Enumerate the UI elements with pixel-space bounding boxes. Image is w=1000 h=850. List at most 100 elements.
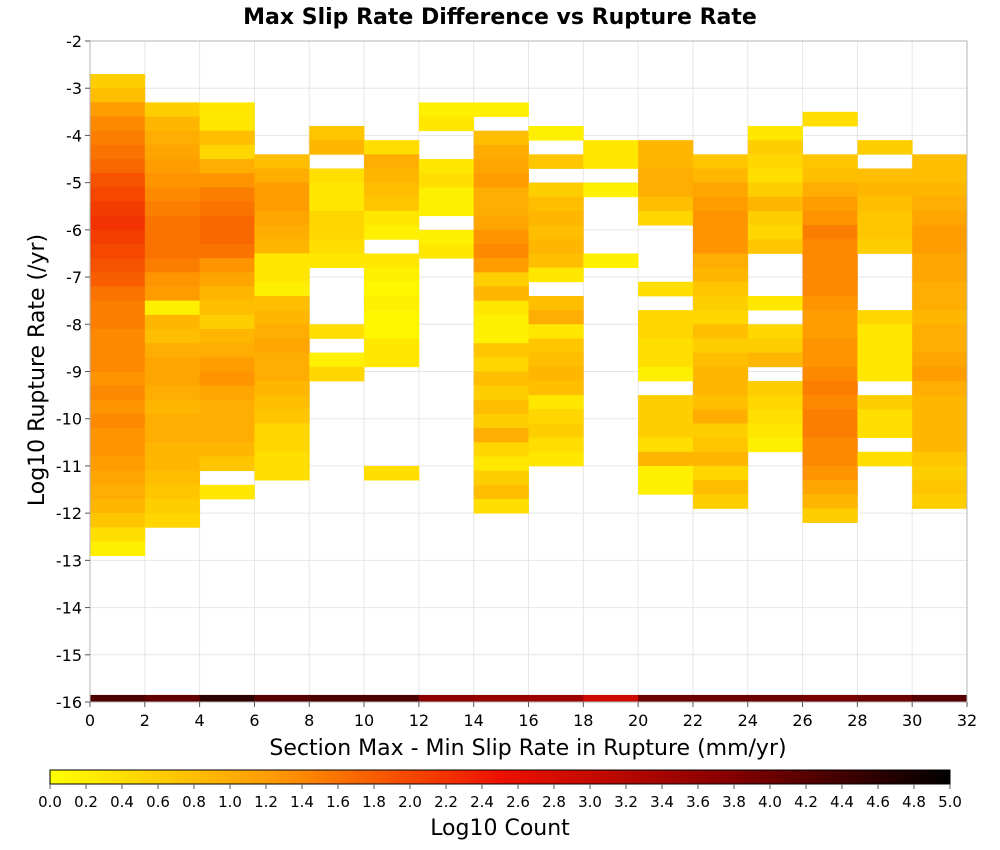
colorbar-tick-label-10: 2.0 xyxy=(398,793,422,811)
heatmap-cell-0-33 xyxy=(90,541,146,557)
heatmap-cell-12-7 xyxy=(747,225,803,240)
heatmap-cell-1-11 xyxy=(144,258,201,273)
heatmap-cell-1-29 xyxy=(144,513,201,528)
heatmap-cell-3-15 xyxy=(254,366,310,382)
heatmap-cell-0-8 xyxy=(90,187,146,202)
heatmap-cell-4-0 xyxy=(309,125,365,141)
heatmap-cell-3-18 xyxy=(254,409,310,424)
y-tick-label-12: -14 xyxy=(56,599,82,618)
heatmap-cell-0-3 xyxy=(90,116,146,132)
heatmap-cell-10-16 xyxy=(638,366,694,382)
heatmap-cell-0-24 xyxy=(90,413,146,429)
bottom-row-cell-3 xyxy=(254,694,310,702)
heatmap-cell-8-22 xyxy=(528,437,584,453)
heatmap-cell-7-23 xyxy=(473,428,529,443)
heatmap-cell-3-8 xyxy=(254,267,310,283)
x-tick-label-6: 12 xyxy=(409,711,429,730)
heatmap-cell-7-4 xyxy=(473,159,529,174)
heatmap-cell-5-23 xyxy=(364,465,420,481)
heatmap-cell-11-17 xyxy=(692,395,749,410)
heatmap-cell-15-21 xyxy=(912,451,968,467)
heatmap-cell-9-0 xyxy=(583,140,639,155)
heatmap-cell-5-14 xyxy=(364,338,420,354)
heatmap-cell-7-16 xyxy=(473,329,529,344)
heatmap-cell-14-3 xyxy=(857,182,913,198)
y-tick-label-5: -7 xyxy=(66,268,82,287)
heatmap-cell-12-2 xyxy=(747,154,803,169)
colorbar-label: Log10 Count xyxy=(430,816,570,841)
heatmap-cell-14-7 xyxy=(857,239,913,254)
heatmap-cell-4-1 xyxy=(309,140,365,155)
x-tick-label-8: 16 xyxy=(518,711,538,730)
bottom-row-cell-6 xyxy=(418,694,475,702)
x-axis-label: Section Max - Min Slip Rate in Rupture (… xyxy=(269,736,786,761)
heatmap-cell-1-2 xyxy=(144,130,201,146)
heatmap-cell-10-18 xyxy=(638,395,694,410)
heatmap-cell-4-8 xyxy=(309,239,365,254)
colorbar-tick-label-18: 3.6 xyxy=(686,793,710,811)
heatmap-cell-15-6 xyxy=(912,239,968,254)
heatmap-cell-7-13 xyxy=(473,286,529,302)
heatmap-cell-1-1 xyxy=(144,116,201,132)
heatmap-cell-12-16 xyxy=(747,352,803,368)
heatmap-cell-7-3 xyxy=(473,144,529,160)
heatmap-cell-5-9 xyxy=(364,267,420,283)
heatmap-cell-0-23 xyxy=(90,399,146,415)
heatmap-cell-2-13 xyxy=(199,286,255,302)
heatmap-cell-11-10 xyxy=(692,295,749,311)
heatmap-cell-7-9 xyxy=(473,229,529,245)
heatmap-cell-5-4 xyxy=(364,196,420,212)
heatmap-cell-2-16 xyxy=(199,329,255,344)
heatmap-cell-13-16 xyxy=(802,338,858,354)
heatmap-cell-1-0 xyxy=(144,102,201,117)
colorbar-tick-label-24: 4.8 xyxy=(902,793,926,811)
bottom-row-cell-2 xyxy=(199,694,255,702)
heatmap-cell-6-1 xyxy=(418,116,475,132)
heatmap-cell-5-2 xyxy=(364,168,420,184)
colorbar-tick-label-5: 1.0 xyxy=(218,793,242,811)
heatmap-cell-14-14 xyxy=(857,338,913,354)
y-tick-label-9: -11 xyxy=(56,457,82,476)
heatmap-cell-0-20 xyxy=(90,357,146,372)
bottom-row-cell-8 xyxy=(528,694,584,702)
heatmap-cell-8-7 xyxy=(528,225,584,240)
heatmap-cell-0-26 xyxy=(90,442,146,457)
heatmap-cell-2-25 xyxy=(199,456,255,472)
heatmap-cell-13-10 xyxy=(802,253,858,269)
y-tick-label-6: -8 xyxy=(66,315,82,334)
heatmap-cell-14-12 xyxy=(857,310,913,325)
heatmap-cell-14-16 xyxy=(857,366,913,382)
heatmap-cell-2-5 xyxy=(199,173,255,188)
heatmap-cell-2-19 xyxy=(199,371,255,387)
heatmap-cell-4-6 xyxy=(309,210,365,226)
heatmap-cell-11-14 xyxy=(692,352,749,368)
heatmap-cell-6-4 xyxy=(418,159,475,174)
heatmap-cell-3-16 xyxy=(254,380,310,396)
heatmap-cell-5-8 xyxy=(364,253,420,269)
heatmap-cell-14-22 xyxy=(857,451,913,467)
heatmap-cell-15-8 xyxy=(912,267,968,283)
y-tick-label-3: -5 xyxy=(66,174,82,193)
heatmap-cell-11-18 xyxy=(692,409,749,424)
heatmap-cell-7-19 xyxy=(473,371,529,387)
heatmap-cell-5-10 xyxy=(364,281,420,297)
x-tick-label-4: 8 xyxy=(304,711,314,730)
heatmap-cell-1-14 xyxy=(144,300,201,316)
heatmap-cell-3-3 xyxy=(254,196,310,212)
y-axis-ticks: -2 -3 -4 -5 -6 -7 -8 -9 -10 -11 -12 -13 -14 -15 -16 xyxy=(56,32,90,712)
heatmap-cell-5-13 xyxy=(364,324,420,339)
heatmap-cell-0-18 xyxy=(90,329,146,344)
heatmap-cell-7-14 xyxy=(473,300,529,316)
heatmap-cell-8-20 xyxy=(528,409,584,424)
heatmap-cell-8-14 xyxy=(528,324,584,339)
colorbar-tick-label-3: 0.6 xyxy=(146,793,170,811)
heatmap-cell-12-21 xyxy=(747,423,803,438)
heatmap-cell-3-21 xyxy=(254,451,310,467)
bottom-row-cell-4 xyxy=(309,694,365,702)
heatmap-cell-0-32 xyxy=(90,527,146,542)
heatmap-cell-10-3 xyxy=(638,182,694,198)
heatmap-cell-7-5 xyxy=(473,173,529,188)
colorbar-tick-label-17: 3.4 xyxy=(650,793,674,811)
heatmap-cell-14-20 xyxy=(857,423,913,438)
heatmap-cell-11-2 xyxy=(692,182,749,198)
